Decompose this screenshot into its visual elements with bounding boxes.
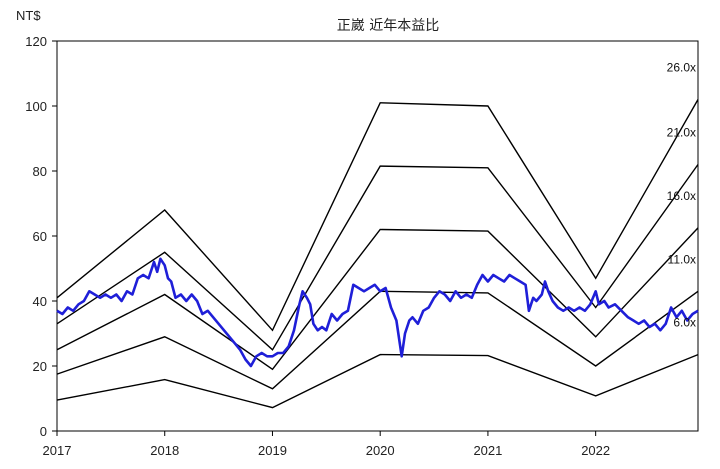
plot-frame	[56, 40, 699, 432]
y-tick-label: 0	[40, 424, 47, 439]
x-tick-label: 2021	[473, 443, 502, 458]
pe-band-label: 6.0x	[673, 316, 696, 330]
y-tick-label: 100	[25, 99, 47, 114]
price-line	[56, 257, 699, 368]
y-tick-label: 120	[25, 34, 47, 49]
pe-band-line	[56, 99, 699, 332]
y-tick-label: 80	[33, 164, 47, 179]
pe-band-label: 26.0x	[667, 61, 696, 75]
pe-band-line	[56, 164, 699, 351]
pe-band-label: 16.0x	[667, 189, 696, 203]
x-tick-label: 2019	[258, 443, 287, 458]
y-axis: 0 20 40 60 80 100 120	[25, 34, 57, 439]
price-series	[56, 257, 699, 368]
x-tick-label: 2018	[150, 443, 179, 458]
pe-band-line	[56, 290, 699, 390]
x-tick-label: 2020	[366, 443, 395, 458]
x-tick-label: 2022	[581, 443, 610, 458]
x-axis: 2017 2018 2019 2020 2021 2022	[43, 431, 610, 458]
pe-band-label: 11.0x	[668, 252, 696, 266]
pe-bands	[56, 99, 699, 409]
pe-band-label: 21.0x	[667, 126, 696, 140]
chart-title: 正崴 近年本益比	[337, 18, 439, 34]
y-tick-label: 20	[33, 359, 47, 374]
y-tick-label: 40	[33, 294, 47, 309]
y-tick-label: 60	[33, 229, 47, 244]
y-axis-unit: NT$	[16, 8, 41, 23]
pe-band-labels: 26.0x 21.0x 16.0x 11.0x 6.0x	[667, 61, 696, 330]
x-tick-label: 2017	[43, 443, 72, 458]
pe-band-line	[56, 353, 699, 409]
pe-band-line	[56, 227, 699, 371]
